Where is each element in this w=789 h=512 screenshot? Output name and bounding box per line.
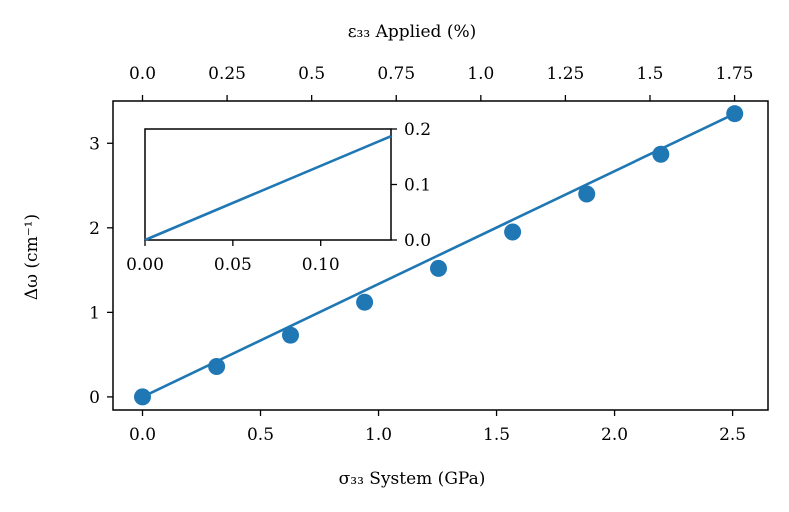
y-tick-label: 0	[89, 388, 100, 408]
top-tick-label: 1.0	[467, 64, 494, 84]
data-point	[134, 388, 152, 406]
y-tick-label: 1	[89, 303, 100, 323]
inset-plot: 0.00 0.05 0.10 0.0 0.1 0.2	[126, 120, 431, 275]
top-tick-label: 1.5	[636, 64, 663, 84]
x-axis-label: σ₃₃ System (GPa)	[339, 469, 486, 489]
x-tick-label: 1.5	[483, 425, 510, 445]
top-tick-label: 1.25	[546, 64, 584, 84]
data-point	[726, 105, 744, 123]
top-tick-label: 1.75	[716, 64, 754, 84]
x-tick-label: 1.0	[365, 425, 392, 445]
top-tick-label: 0.75	[377, 64, 415, 84]
data-point	[504, 223, 522, 241]
y-tick-label: 3	[89, 134, 100, 154]
top-tick-label: 0.0	[129, 64, 156, 84]
main-plot: 0.0 0.5 1.0 1.5 2.0 2.5 0 1 2 3 0.0 0.25 0.5 0.75 1.0 1…	[89, 64, 769, 445]
top-tick-label: 0.25	[208, 64, 246, 84]
inset-y-tick-label: 0.0	[404, 231, 431, 251]
x-tick-label: 2.0	[601, 425, 628, 445]
inset-x-tick-label: 0.00	[126, 255, 164, 275]
top-axis-label: ε₃₃ Applied (%)	[348, 22, 477, 42]
top-tick-label: 0.5	[298, 64, 325, 84]
data-point	[356, 293, 374, 311]
inset-y-tick-label: 0.2	[404, 120, 431, 140]
data-point	[652, 145, 670, 163]
y-tick-label: 2	[89, 219, 100, 239]
main-axes-frame	[112, 100, 769, 411]
inset-y-tick-label: 0.1	[404, 176, 431, 196]
inset-x-tick-label: 0.05	[214, 255, 252, 275]
y-axis-label: Δω (cm⁻¹)	[22, 214, 42, 300]
inset-x-tick-label: 0.10	[302, 255, 340, 275]
inset-series-line	[144, 135, 392, 242]
x-tick-label: 0.5	[247, 425, 274, 445]
data-point	[208, 357, 226, 375]
data-point	[578, 185, 596, 203]
x-tick-label: 2.5	[719, 425, 746, 445]
x-tick-label: 0.0	[129, 425, 156, 445]
data-point	[281, 326, 299, 344]
series-line	[141, 112, 736, 399]
data-point	[429, 259, 447, 277]
